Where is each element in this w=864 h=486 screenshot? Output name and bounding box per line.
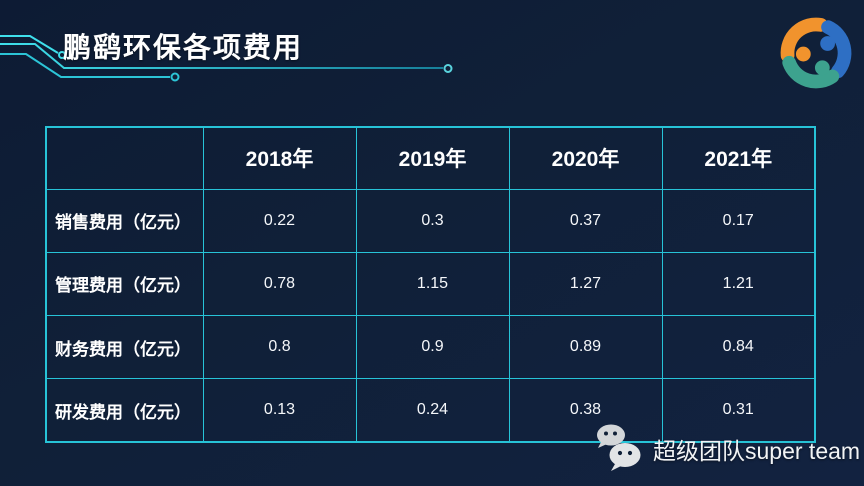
cell-value: 0.8 [202, 315, 357, 380]
cell-value: 0.17 [661, 188, 816, 253]
table-header-row: 2018年 2019年 2020年 2021年 [45, 126, 816, 190]
company-logo-icon [780, 17, 852, 89]
cell-value: 1.15 [355, 251, 510, 317]
year-header-2019: 2019年 [355, 126, 510, 190]
cell-value: 0.9 [355, 315, 510, 380]
wechat-icon [597, 424, 641, 471]
cell-value: 0.24 [355, 378, 510, 443]
trace-long-node [443, 64, 453, 73]
cell-value: 0.13 [202, 378, 357, 443]
cell-value: 0.22 [202, 188, 357, 253]
logo-teal-arc [782, 55, 840, 89]
page-title: 鹏鹞环保各项费用 [63, 32, 304, 63]
table-row-admin-expense: 管理费用（亿元） 0.78 1.15 1.27 1.21 [45, 251, 816, 317]
cell-value: 0.3 [355, 188, 510, 253]
trace-short-node [170, 72, 180, 82]
logo-blue-arc [821, 20, 852, 79]
cell-value: 1.21 [661, 251, 816, 317]
row-label: 销售费用（亿元） [45, 188, 204, 253]
cell-value: 0.78 [202, 251, 357, 317]
trace-top [0, 35, 59, 54]
watermark: 超级团队super team [594, 424, 860, 474]
cell-value: 0.37 [508, 188, 663, 253]
wechat-top-bubble [597, 424, 625, 448]
watermark-text: 超级团队super team [653, 438, 861, 464]
cell-value: 0.31 [661, 378, 816, 443]
row-label: 研发费用（亿元） [45, 378, 204, 443]
cell-value: 0.89 [508, 315, 663, 380]
logo-orange-arc [780, 17, 828, 63]
year-header-2018: 2018年 [202, 126, 357, 190]
cell-value: 0.38 [508, 378, 663, 443]
year-header-2020: 2020年 [508, 126, 663, 190]
cell-value: 1.27 [508, 251, 663, 317]
row-label: 管理费用（亿元） [45, 251, 204, 317]
year-header-2021: 2021年 [661, 126, 816, 190]
table-corner-cell [45, 126, 204, 190]
cell-value: 0.84 [661, 315, 816, 380]
logo-teal-dot [814, 60, 830, 76]
table-row-sales-expense: 销售费用（亿元） 0.22 0.3 0.37 0.17 [45, 188, 816, 253]
table-row-rd-expense: 研发费用（亿元） 0.13 0.24 0.38 0.31 [45, 378, 816, 443]
row-label: 财务费用（亿元） [45, 315, 204, 380]
logo-orange-dot [795, 46, 811, 62]
expenses-table: 2018年 2019年 2020年 2021年 销售费用（亿元） 0.22 0.… [45, 126, 816, 443]
wechat-bottom-bubble [609, 443, 641, 471]
table-row-finance-expense: 财务费用（亿元） 0.8 0.9 0.89 0.84 [45, 315, 816, 380]
logo-blue-dot [820, 36, 835, 51]
